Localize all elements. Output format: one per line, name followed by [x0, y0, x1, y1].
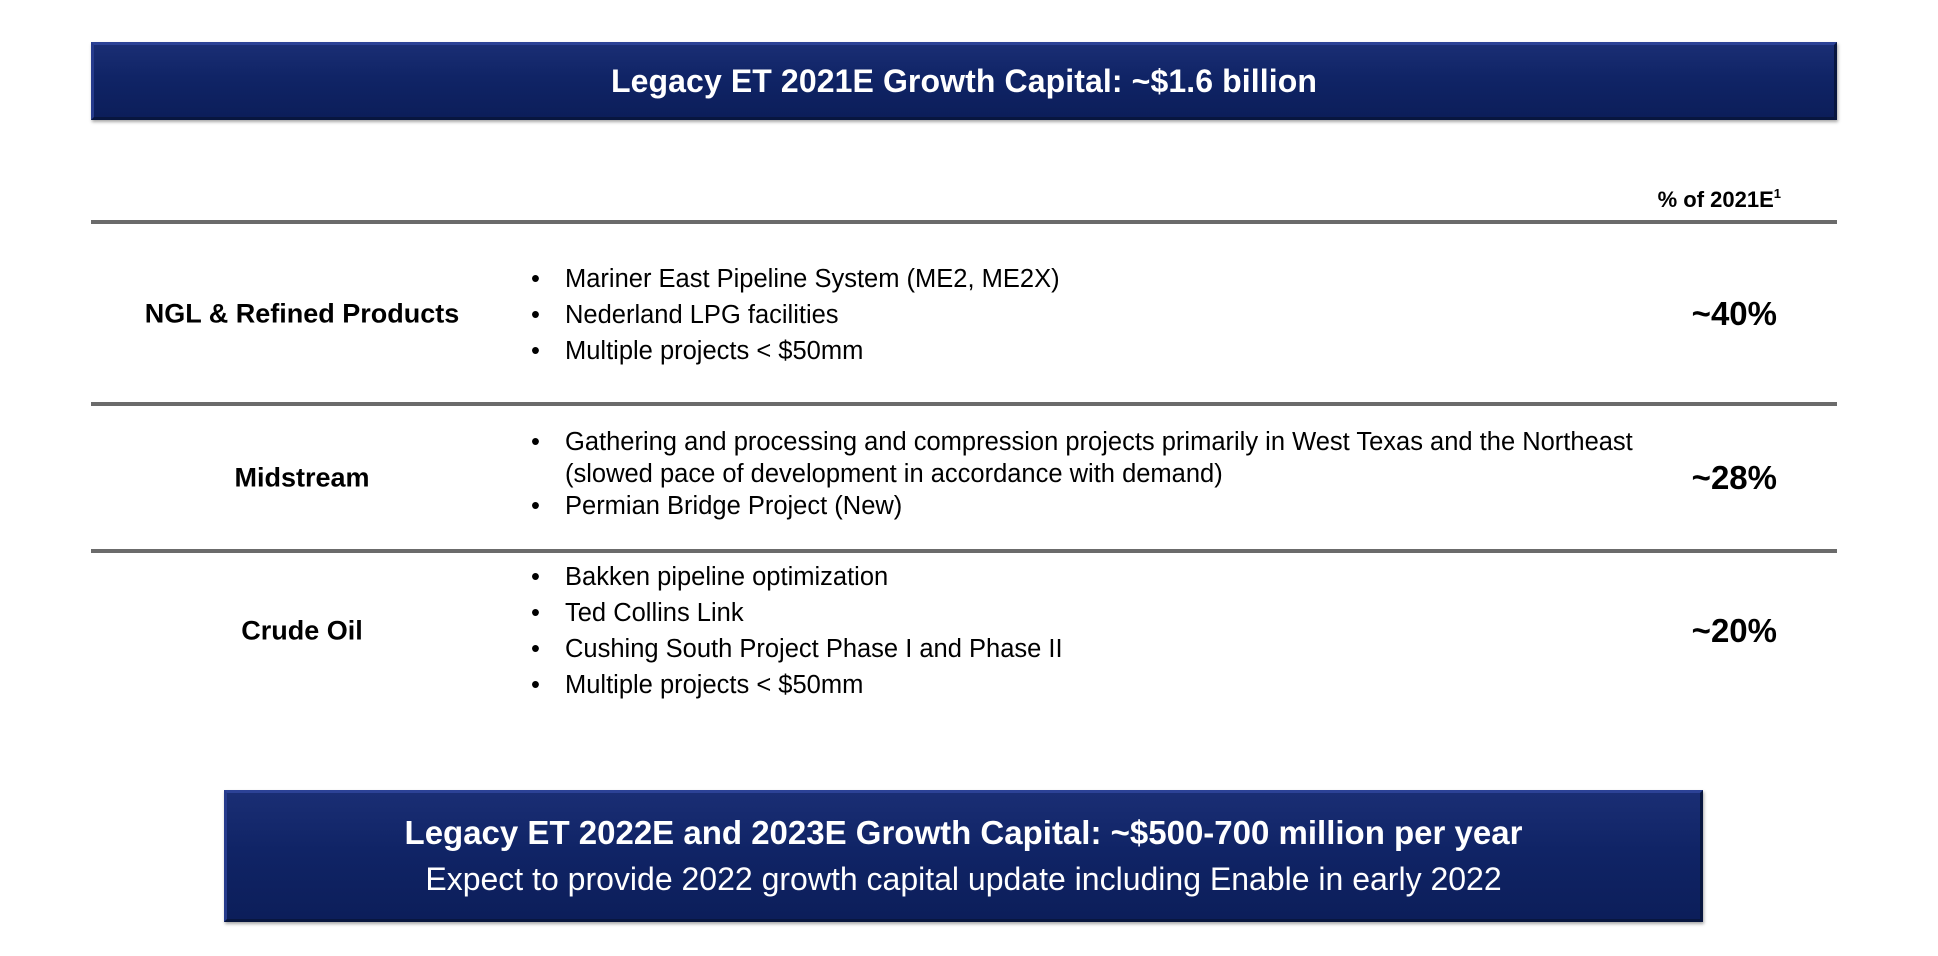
bottom-banner-subline: Expect to provide 2022 growth capital up…	[425, 861, 1502, 897]
list-item: Ted Collins Link	[531, 595, 1681, 631]
row-bullet-list: Mariner East Pipeline System (ME2, ME2X)…	[531, 261, 1681, 369]
row-category: Crude Oil	[241, 615, 363, 646]
list-item: Multiple projects < $50mm	[531, 667, 1681, 703]
table-row-crude-oil: Crude Oil Bakken pipeline optimization T…	[91, 553, 1837, 713]
row-bullet-list: Gathering and processing and compression…	[531, 426, 1681, 522]
table-rule-top	[91, 220, 1837, 224]
top-banner: Legacy ET 2021E Growth Capital: ~$1.6 bi…	[91, 42, 1837, 120]
footnote-marker: 1	[1773, 186, 1781, 201]
list-item: Cushing South Project Phase I and Phase …	[531, 631, 1681, 667]
list-item: Nederland LPG facilities	[531, 297, 1681, 333]
list-item: Mariner East Pipeline System (ME2, ME2X)	[531, 261, 1681, 297]
list-item: Permian Bridge Project (New)	[531, 490, 1681, 522]
table-rule-2	[91, 549, 1837, 553]
row-category: Midstream	[234, 462, 370, 493]
percent-column-header: % of 2021E1	[1658, 186, 1781, 213]
list-item: Bakken pipeline optimization	[531, 559, 1681, 595]
list-item: Gathering and processing and compression…	[531, 426, 1681, 490]
row-bullet-list: Bakken pipeline optimization Ted Collins…	[531, 559, 1681, 703]
top-banner-title: Legacy ET 2021E Growth Capital: ~$1.6 bi…	[610, 62, 1318, 99]
list-item: Multiple projects < $50mm	[531, 333, 1681, 369]
bottom-banner: Legacy ET 2022E and 2023E Growth Capital…	[224, 790, 1703, 922]
table-row-ngl: NGL & Refined Products Mariner East Pipe…	[91, 224, 1837, 402]
table-rule-1	[91, 402, 1837, 406]
row-percent: ~28%	[1691, 459, 1777, 496]
table-row-midstream: Midstream Gathering and processing and c…	[91, 406, 1837, 549]
row-percent: ~40%	[1691, 295, 1777, 332]
percent-column-header-text: % of 2021E	[1657, 187, 1774, 212]
row-percent: ~20%	[1691, 612, 1777, 649]
row-category: NGL & Refined Products	[144, 298, 460, 329]
bottom-banner-headline: Legacy ET 2022E and 2023E Growth Capital…	[404, 814, 1523, 851]
